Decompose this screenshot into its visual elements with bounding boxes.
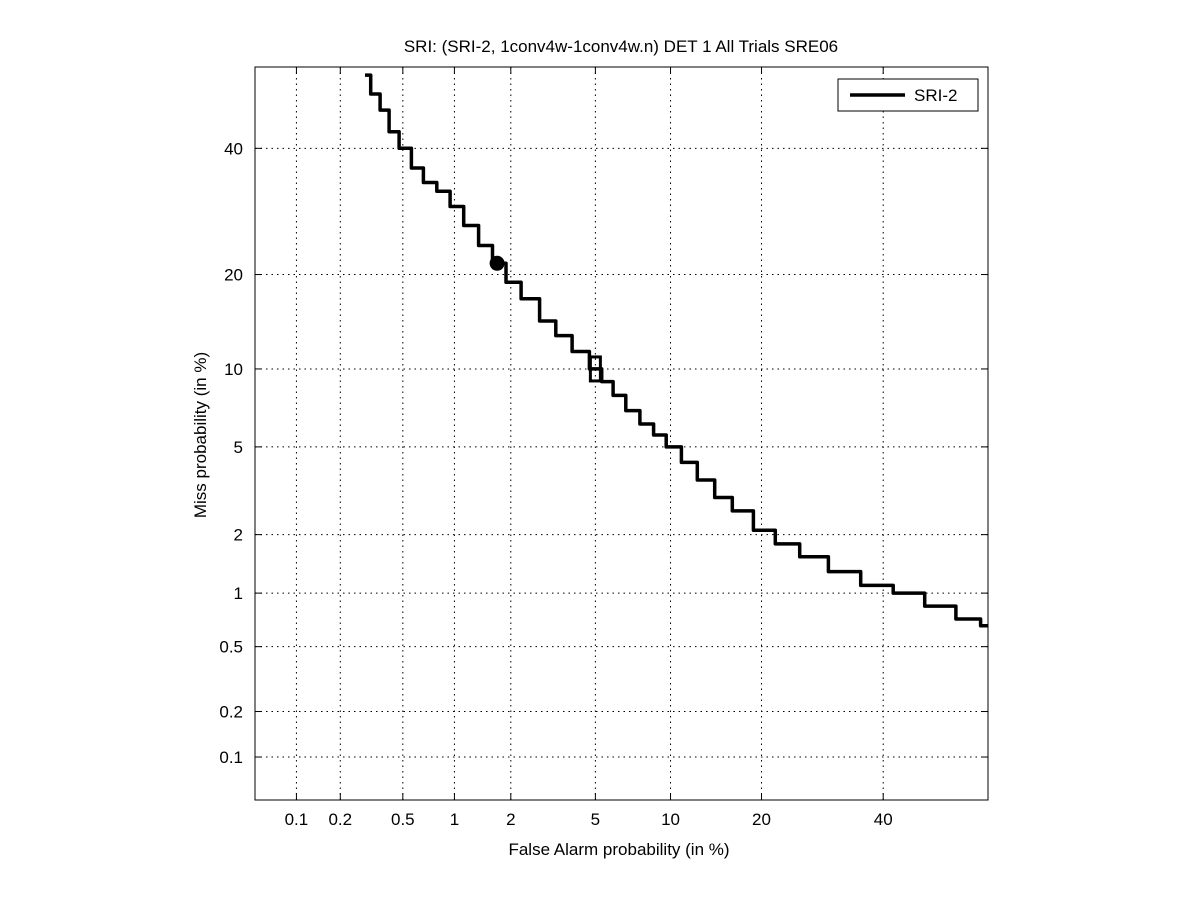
chart-title: SRI: (SRI-2, 1conv4w-1conv4w.n) DET 1 Al… [404,37,838,56]
y-axis-title: Miss probability (in %) [191,352,210,518]
x-tick-label: 10 [661,810,680,829]
series-layer [365,73,988,628]
x-tick-label: 20 [752,810,771,829]
markers [489,255,602,383]
grid [255,67,988,800]
axis-ticks: 0.1 0.2 0.5 1 2 5 10 20 40 0.1 0.2 0.5 1 2 5 10 20 40 [219,67,988,829]
y-tick-label: 2 [234,526,243,545]
x-tick-label: 2 [506,810,515,829]
min-dcf-circle-marker [489,255,505,271]
x-tick-label: 5 [591,810,600,829]
legend: SRI-2 [837,78,979,112]
series-line-sri-2 [365,73,988,628]
x-tick-label: 0.2 [328,810,352,829]
y-tick-label: 5 [234,438,243,457]
x-tick-label: 0.5 [391,810,415,829]
y-tick-label: 1 [234,584,243,603]
plot-area [254,66,989,801]
x-tick-label: 0.1 [285,810,309,829]
y-tick-label: 0.2 [219,703,243,722]
x-axis-title: False Alarm probability (in %) [508,840,729,859]
y-tick-label: 0.5 [219,638,243,657]
y-tick-label: 20 [224,266,243,285]
y-tick-label: 10 [224,360,243,379]
y-tick-label: 40 [224,139,243,158]
x-tick-label: 1 [450,810,459,829]
legend-label: SRI-2 [914,86,957,105]
x-tick-label: 40 [874,810,893,829]
y-tick-label: 0.1 [219,748,243,767]
